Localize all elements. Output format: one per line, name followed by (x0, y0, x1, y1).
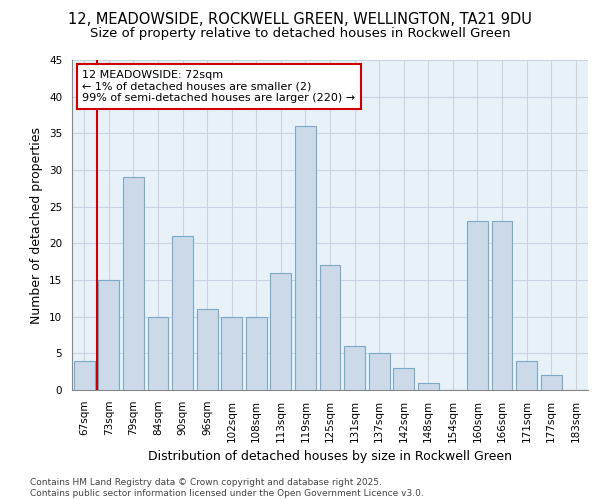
Bar (271, 272, 292, 390)
Bar (74, 360, 95, 390)
X-axis label: Distribution of detached houses by size in Rockwell Green: Distribution of detached houses by size … (148, 450, 512, 463)
Bar (516, 360, 537, 390)
Bar (221, 316, 242, 390)
Bar (123, 178, 144, 390)
Y-axis label: Number of detached properties: Number of detached properties (31, 126, 43, 324)
Bar (148, 316, 169, 390)
Bar (344, 346, 365, 390)
Bar (295, 126, 316, 390)
Bar (418, 382, 439, 390)
Bar (320, 266, 340, 390)
Bar (172, 236, 193, 390)
Bar (246, 316, 267, 390)
Text: 12 MEADOWSIDE: 72sqm
← 1% of detached houses are smaller (2)
99% of semi-detache: 12 MEADOWSIDE: 72sqm ← 1% of detached ho… (82, 70, 355, 103)
Text: Contains HM Land Registry data © Crown copyright and database right 2025.
Contai: Contains HM Land Registry data © Crown c… (30, 478, 424, 498)
Bar (541, 376, 562, 390)
Bar (491, 222, 512, 390)
Bar (467, 222, 488, 390)
Bar (393, 368, 414, 390)
Text: 12, MEADOWSIDE, ROCKWELL GREEN, WELLINGTON, TA21 9DU: 12, MEADOWSIDE, ROCKWELL GREEN, WELLINGT… (68, 12, 532, 28)
Bar (197, 310, 218, 390)
Bar (368, 354, 389, 390)
Text: Size of property relative to detached houses in Rockwell Green: Size of property relative to detached ho… (89, 28, 511, 40)
Bar (98, 280, 119, 390)
